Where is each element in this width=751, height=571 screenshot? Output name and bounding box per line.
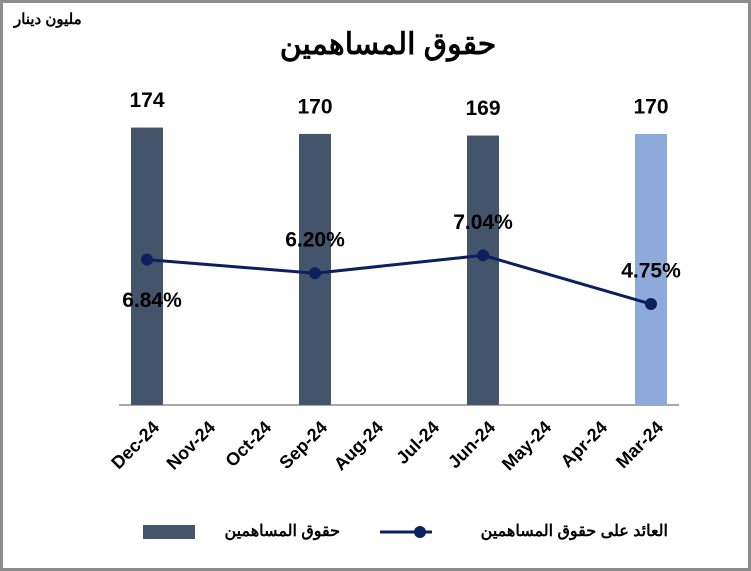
bar-value-label: 169	[465, 97, 500, 120]
legend-swatch	[414, 526, 426, 538]
legend-label: العائد على حقوق المساهمين	[481, 523, 668, 541]
bar	[467, 135, 499, 406]
legend-swatch	[143, 525, 195, 539]
legend-label: حقوق المساهمين	[224, 523, 340, 541]
line	[146, 253, 652, 306]
bar-value-label: 170	[297, 95, 332, 118]
bar	[131, 127, 163, 406]
bar-value-label: 170	[633, 95, 668, 118]
line-point	[141, 253, 153, 266]
chart-title: حقوق المساهمين	[280, 28, 497, 62]
line-point	[309, 267, 321, 280]
bar	[635, 133, 667, 405]
line-value-label: 7.04%	[453, 211, 513, 234]
line-point	[477, 249, 489, 262]
line-point	[645, 298, 657, 311]
line-value-label: 6.20%	[285, 229, 345, 252]
bar-value-label: 174	[129, 89, 164, 112]
line-value-label: 6.84%	[122, 289, 182, 312]
unit-label: مليون دينار	[13, 11, 82, 28]
line-value-label: 4.75%	[621, 260, 681, 283]
